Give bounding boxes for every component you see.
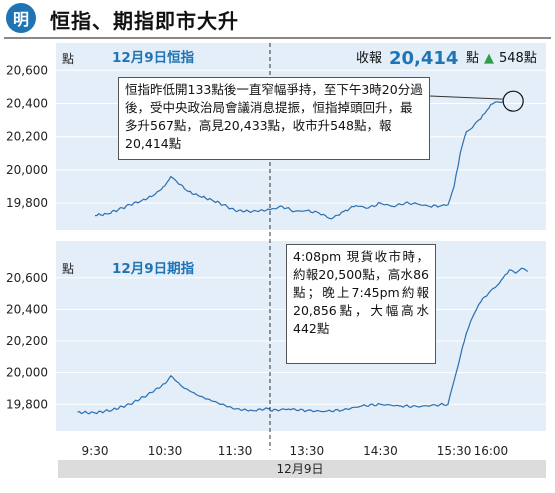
hsi-futures-chart: 19,800 20,000 20,200 20,400 20,600 點 12月9日期指: [6, 241, 546, 431]
futures-series-line: [77, 267, 529, 415]
hsi-y-tick-label: 19,800: [6, 196, 48, 210]
hsi-peak-marker: [502, 90, 524, 112]
hsi-annotation: 恒指昨低開133點後一直窄幅爭持，至下午3時20分過後，受中央政治局會議消息提振…: [118, 77, 430, 160]
futures-annotation: 4:08pm 現貨收市時，約報20,500點，高水86點；晚上7:45pm約報2…: [286, 244, 436, 364]
futures-y-tick-label: 20,600: [6, 271, 48, 285]
x-tick-label: 11:30: [218, 444, 253, 458]
hsi-y-tick-label: 20,400: [6, 97, 48, 111]
header: 明 恒指、期指即市大升: [0, 0, 555, 38]
futures-y-tick-labels: 19,800 20,000 20,200 20,400 20,600: [6, 271, 48, 411]
date-label: 12月9日: [277, 462, 324, 476]
hsi-y-tick-label: 20,600: [6, 63, 48, 77]
hsi-series-line: [94, 100, 504, 220]
hsi-y-tick-labels: 19,800 20,000 20,200 20,400 20,600: [6, 63, 48, 210]
hsi-y-tick-label: 20,200: [6, 130, 48, 144]
hsi-y-unit: 點: [62, 52, 74, 66]
x-tick-label: 14:30: [363, 444, 398, 458]
hsi-annotation-leader: [429, 95, 504, 100]
futures-y-tick-label: 20,400: [6, 302, 48, 316]
futures-y-tick-label: 19,800: [6, 397, 48, 411]
date-bar: [58, 460, 546, 478]
hsi-close-value: 20,414: [389, 48, 458, 69]
futures-y-tick-label: 20,000: [6, 366, 48, 380]
x-tick-label: 15:30: [437, 444, 472, 458]
hsi-y-tick-label: 20,000: [6, 163, 48, 177]
hsi-chart-title: 12月9日恒指: [112, 49, 195, 66]
x-tick-label: 13:30: [290, 444, 325, 458]
up-arrow-icon: ▲: [484, 51, 494, 66]
futures-chart-title: 12月9日期指: [112, 260, 195, 277]
hsi-close-unit: 點: [466, 51, 479, 66]
x-tick-label: 16:00: [474, 444, 509, 458]
x-tick-label: 10:30: [148, 444, 183, 458]
publisher-logo: 明: [6, 3, 36, 33]
futures-y-unit: 點: [62, 262, 74, 276]
page-title: 恒指、期指即市大升: [50, 9, 239, 33]
x-tick-labels: 9:30 10:30 11:30 13:30 14:30 15:30 16:00: [82, 444, 509, 458]
x-tick-label: 9:30: [82, 444, 109, 458]
header-divider: [4, 37, 551, 39]
futures-y-tick-label: 20,200: [6, 334, 48, 348]
hsi-change-value: 548點: [499, 51, 537, 66]
hsi-close-label: 收報: [356, 51, 382, 66]
